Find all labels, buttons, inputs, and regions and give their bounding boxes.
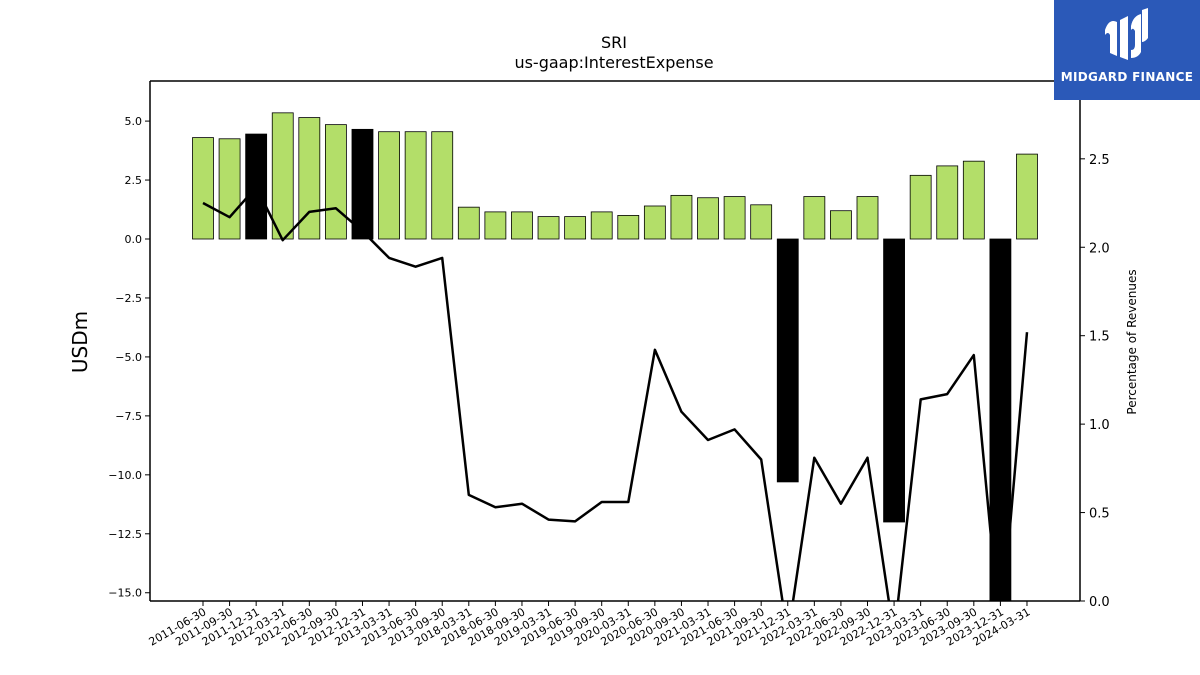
bar xyxy=(1016,153,1038,240)
bar xyxy=(298,117,321,240)
line-path xyxy=(202,185,1029,601)
line-series xyxy=(202,185,1029,601)
bar xyxy=(537,216,560,240)
y-tick-label: 0.0 xyxy=(125,233,143,246)
bar xyxy=(457,206,480,240)
logo-text: MIDGARD FINANCE xyxy=(1060,70,1194,84)
bar xyxy=(643,205,666,240)
y2-axis-label: Percentage of Revenues xyxy=(1125,269,1139,414)
y-tick-label: −2.5 xyxy=(115,292,142,305)
bar xyxy=(271,112,294,240)
bar xyxy=(670,194,693,240)
bar xyxy=(962,160,985,240)
bar xyxy=(883,238,905,523)
y2-tick-label: 2.0 xyxy=(1089,241,1110,256)
bar xyxy=(404,131,427,240)
y2-tick-label: 0.0 xyxy=(1089,595,1110,610)
bar xyxy=(909,174,932,240)
bar xyxy=(617,215,640,240)
y-tick-label: −12.5 xyxy=(108,528,142,541)
bar xyxy=(803,196,826,240)
bar xyxy=(936,165,959,240)
logo: MIDGARD FINANCE xyxy=(1054,0,1200,100)
y-tick-label: −5.0 xyxy=(115,351,142,364)
bar xyxy=(192,137,214,240)
y-tick-label: −15.0 xyxy=(108,587,142,600)
bar xyxy=(697,197,719,240)
y-axis-label: USDm xyxy=(68,311,92,373)
bar xyxy=(378,131,400,240)
bar xyxy=(484,211,507,240)
bar xyxy=(723,196,746,240)
bar xyxy=(351,128,374,240)
midgard-logo-icon xyxy=(1105,8,1148,60)
y2-tick-label: 1.0 xyxy=(1089,418,1110,433)
y2-tick-label: 1.5 xyxy=(1089,330,1110,345)
chart-title: SRI xyxy=(601,33,627,52)
bar xyxy=(750,204,773,240)
y-tick-label: −7.5 xyxy=(115,410,142,423)
bar-series xyxy=(192,112,1038,602)
bar xyxy=(324,124,347,240)
bar xyxy=(830,210,852,240)
bar xyxy=(218,138,241,240)
y2-tick-label: 0.5 xyxy=(1089,507,1110,522)
y2-tick-label: 2.5 xyxy=(1089,153,1110,168)
bar xyxy=(511,211,533,240)
chart-subtitle: us-gaap:InterestExpense xyxy=(514,53,713,72)
y-tick-label: 5.0 xyxy=(125,115,143,128)
bar xyxy=(590,211,613,240)
bar xyxy=(776,238,799,483)
y-tick-label: 2.5 xyxy=(125,174,143,187)
bar xyxy=(431,131,454,240)
bar xyxy=(564,216,587,240)
bar xyxy=(856,196,879,240)
y-tick-label: −10.0 xyxy=(108,469,142,482)
